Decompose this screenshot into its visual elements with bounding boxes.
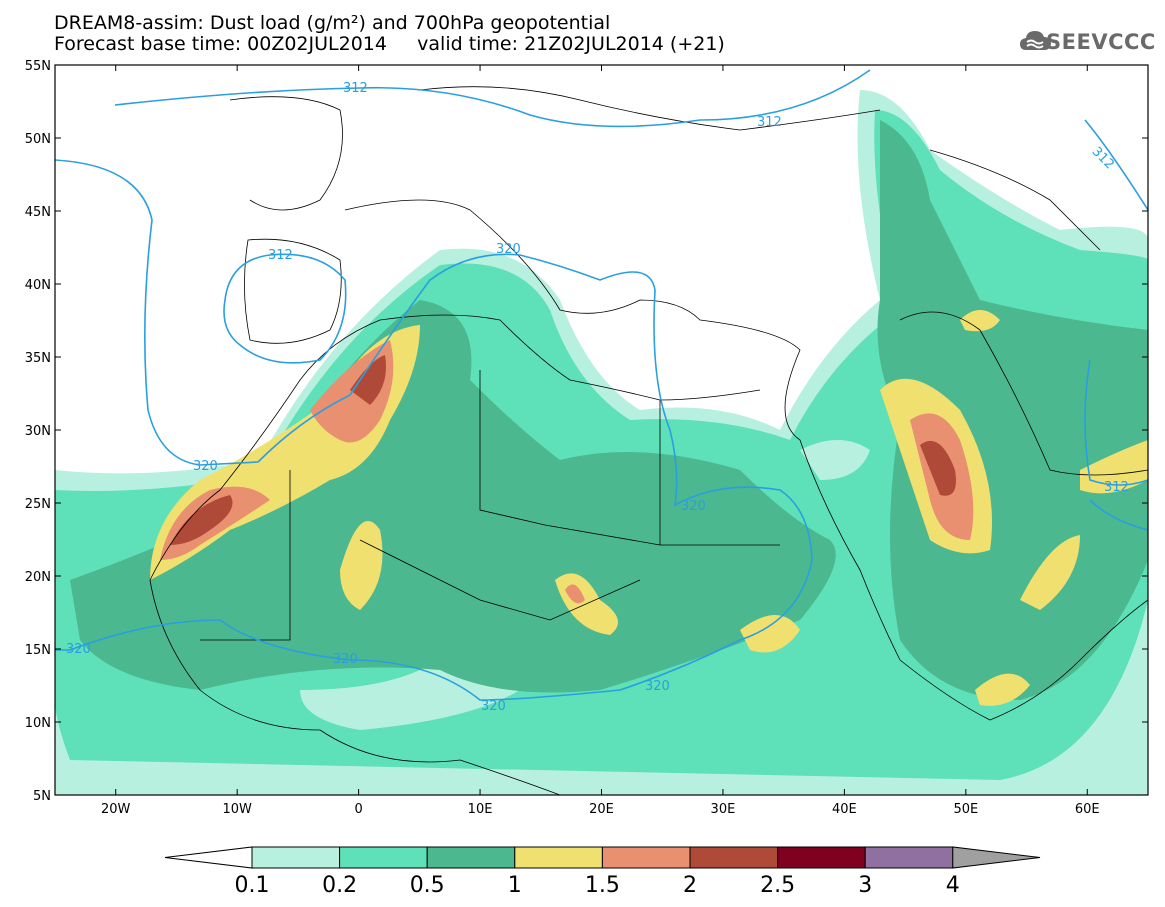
contour-label: 312 <box>343 81 368 96</box>
lat-label: 25N <box>25 497 51 512</box>
colorbar-segment <box>251 846 341 869</box>
colorbar-segment <box>864 846 954 869</box>
map-subtitle: Forecast base time: 00Z02JUL2014 valid t… <box>54 33 725 55</box>
cloud-icon <box>1020 31 1051 50</box>
lat-label: 35N <box>25 351 51 366</box>
colorbar-label: 3 <box>858 873 873 898</box>
contour-label: 320 <box>496 242 521 257</box>
lat-label: 55N <box>25 59 51 74</box>
colorbar-segment <box>426 846 516 869</box>
contour-labels: 312 312 312 312 320 320 320 320 320 320 … <box>66 81 1129 714</box>
lon-label: 30E <box>711 802 736 817</box>
lon-label: 20E <box>589 802 614 817</box>
contour-label: 312 <box>757 115 782 130</box>
contour-label: 320 <box>645 679 670 694</box>
colorbar-under <box>164 846 253 869</box>
contour-label: 320 <box>333 652 358 667</box>
lon-label: 60E <box>1075 802 1100 817</box>
lon-label: 20W <box>101 802 131 817</box>
colorbar-label: 1 <box>507 873 522 898</box>
lon-label: 10W <box>222 802 252 817</box>
lon-label: 50E <box>953 802 978 817</box>
coastlines <box>149 86 1148 795</box>
colorbar <box>164 846 1041 869</box>
colorbar-segment <box>601 846 691 869</box>
colorbar-label: 0.5 <box>409 873 445 898</box>
contour-label: 312 <box>268 248 293 263</box>
lat-label: 20N <box>25 570 51 585</box>
colorbar-segment <box>339 846 428 869</box>
lat-label: 45N <box>25 205 51 220</box>
colorbar-label: 1.5 <box>584 873 620 898</box>
lat-label: 50N <box>25 132 51 147</box>
colorbar-segment <box>514 846 603 869</box>
contour-label: 320 <box>681 499 706 514</box>
lat-label: 40N <box>25 278 51 293</box>
colorbar-label: 4 <box>945 873 960 898</box>
lat-axis: 55N 50N 45N 40N 35N 30N 25N 20N 15N 10N 5N <box>25 59 1148 804</box>
lon-label: 40E <box>832 802 857 817</box>
geopotential-contours <box>55 69 1148 701</box>
lat-label: 10N <box>25 716 51 731</box>
lat-label: 5N <box>33 789 51 804</box>
dust-field <box>55 90 1148 795</box>
colorbar-label: 2.5 <box>760 873 796 898</box>
lon-axis: 20W 10W 0 10E 20E 30E 40E 50E 60E <box>101 65 1100 817</box>
lat-label: 30N <box>25 424 51 439</box>
lat-label: 15N <box>25 643 51 658</box>
logo-text: SEEVCCC <box>1046 30 1156 54</box>
contour-label: 320 <box>193 459 218 474</box>
colorbar-label: 0.1 <box>234 873 270 898</box>
colorbar-label: 0.2 <box>322 873 358 898</box>
contour-label: 320 <box>66 642 91 657</box>
contour-label: 320 <box>481 699 506 714</box>
colorbar-segment <box>689 846 779 869</box>
lon-label: 10E <box>468 802 493 817</box>
map-title: DREAM8-assim: Dust load (g/m²) and 700hP… <box>54 12 611 34</box>
contour-label: 312 <box>1104 480 1129 495</box>
colorbar-label: 2 <box>683 873 697 898</box>
colorbar-over <box>952 846 1041 869</box>
colorbar-segment <box>777 846 866 869</box>
lon-label: 0 <box>354 802 362 817</box>
